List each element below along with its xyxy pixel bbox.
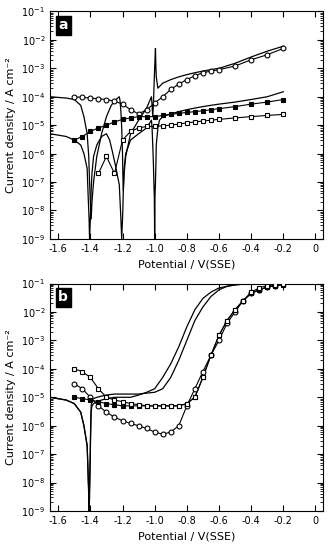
X-axis label: Potential / V(SSE): Potential / V(SSE) [138,532,236,542]
Text: a: a [58,18,68,32]
Text: b: b [58,290,68,304]
Y-axis label: Current density / A cm⁻²: Current density / A cm⁻² [6,57,15,193]
X-axis label: Potential / V(SSE): Potential / V(SSE) [138,259,236,269]
Y-axis label: Current density / A cm⁻²: Current density / A cm⁻² [6,329,15,465]
